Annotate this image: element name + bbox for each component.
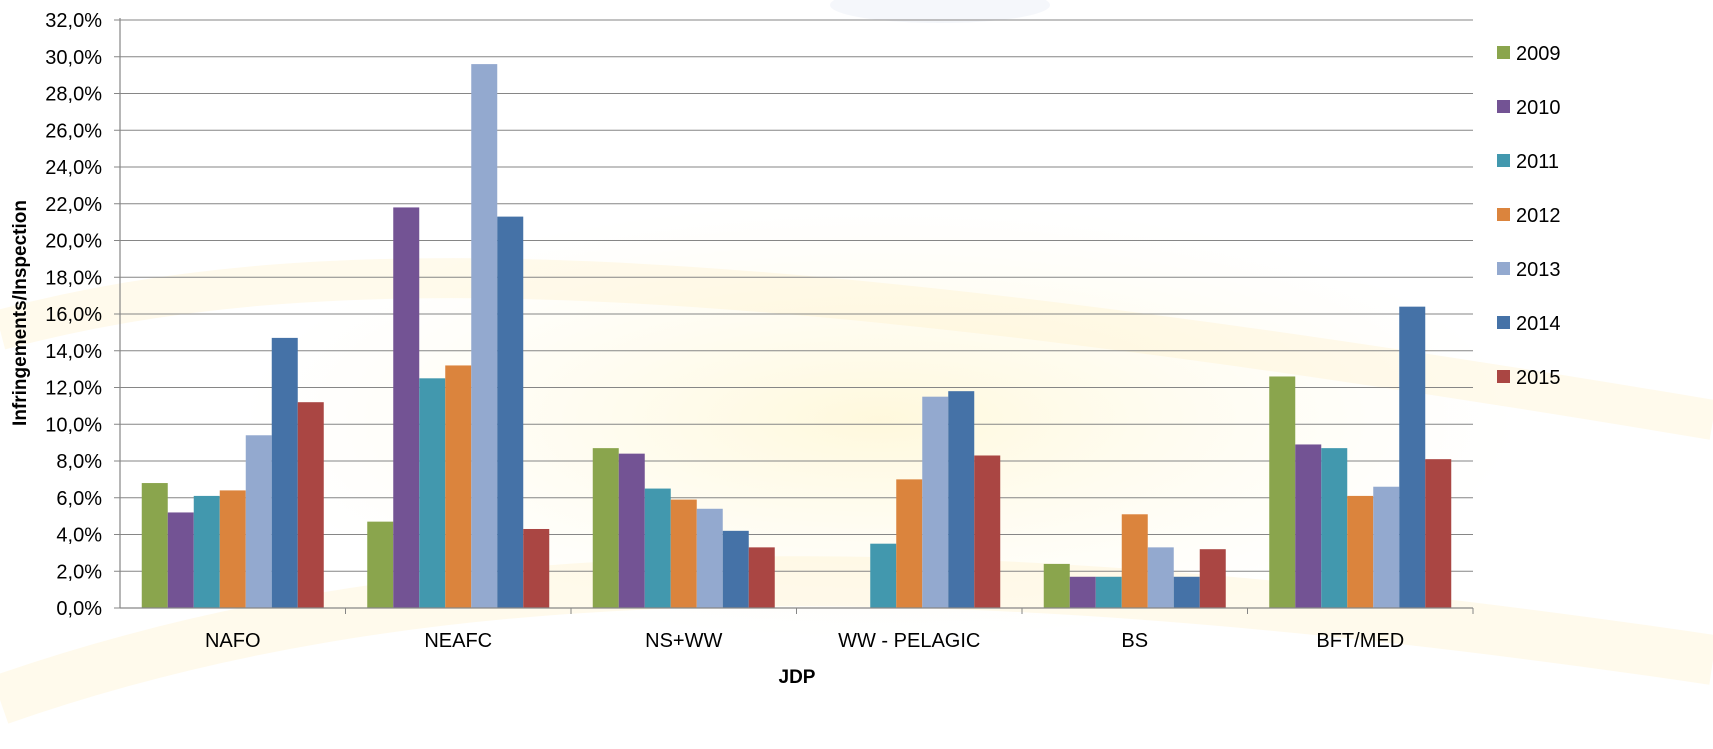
y-tick-label: 0,0%: [56, 598, 102, 620]
x-tick-label: BFT/MED: [1316, 630, 1404, 652]
bar: [896, 479, 923, 608]
bar: [1199, 549, 1226, 608]
x-tick-label: NEAFC: [424, 630, 492, 652]
bar: [748, 547, 775, 608]
y-tick-label: 16,0%: [45, 304, 102, 326]
bar: [367, 521, 394, 608]
bar: [419, 378, 446, 608]
legend: 2009 2010 2011 2012 2013 2014 2015: [1497, 43, 1561, 389]
x-tick-labels: NAFO NEAFC NS+WW WW - PELAGIC BS BFT/MED: [205, 608, 1474, 652]
y-tick-label: 2,0%: [56, 561, 102, 583]
legend-item: 2014: [1497, 313, 1561, 335]
x-tick-label: BS: [1121, 630, 1148, 652]
bar: [445, 365, 472, 608]
legend-label: 2009: [1516, 43, 1561, 65]
legend-item: 2015: [1497, 367, 1561, 389]
bar: [497, 216, 524, 609]
x-axis-title: JDP: [779, 667, 816, 688]
x-tick-label: WW - PELAGIC: [838, 630, 980, 652]
bar: [1347, 495, 1374, 608]
bar: [1269, 376, 1296, 608]
y-tick-label: 14,0%: [45, 341, 102, 363]
bar: [618, 453, 645, 608]
y-tick-label: 10,0%: [45, 414, 102, 436]
y-tick-label: 22,0%: [45, 194, 102, 216]
bar: [297, 402, 324, 608]
legend-swatch: [1497, 208, 1510, 221]
bar: [523, 528, 550, 608]
legend-label: 2015: [1516, 367, 1561, 389]
bar: [1095, 576, 1122, 608]
bar: [193, 495, 220, 608]
bar: [1373, 486, 1400, 608]
legend-label: 2012: [1516, 205, 1561, 227]
legend-label: 2014: [1516, 313, 1561, 335]
legend-swatch: [1497, 316, 1510, 329]
bar: [271, 337, 298, 608]
bar: [1147, 547, 1174, 608]
bar: [922, 396, 949, 608]
x-tick-label: NS+WW: [645, 630, 722, 652]
bar: [167, 512, 194, 608]
legend-item: 2010: [1497, 97, 1561, 119]
legend-swatch: [1497, 154, 1510, 167]
legend-label: 2011: [1516, 151, 1559, 173]
y-tick-label: 28,0%: [45, 84, 102, 106]
legend-item: 2011: [1497, 151, 1559, 173]
y-tick-label: 26,0%: [45, 120, 102, 142]
legend-label: 2013: [1516, 259, 1561, 281]
x-tick-label: NAFO: [205, 630, 261, 652]
bar: [592, 448, 619, 608]
bar: [722, 530, 749, 608]
y-tick-label: 8,0%: [56, 451, 102, 473]
bar: [974, 455, 1001, 608]
bar: [1425, 459, 1452, 608]
bar: [1121, 514, 1148, 608]
bar: [1295, 444, 1322, 608]
bar: [870, 543, 897, 608]
bar: [670, 499, 697, 608]
bar: [141, 483, 168, 608]
y-tick-label: 18,0%: [45, 267, 102, 289]
legend-swatch: [1497, 100, 1510, 113]
bar: [393, 207, 420, 609]
bar: [219, 490, 246, 608]
bar: [948, 391, 975, 608]
y-tick-label: 20,0%: [45, 231, 102, 253]
legend-item: 2013: [1497, 259, 1561, 281]
bars: [141, 64, 1452, 609]
bar: [1173, 576, 1200, 608]
bar: [471, 64, 498, 609]
grid-lines: [120, 19, 1473, 572]
legend-item: 2009: [1497, 43, 1561, 65]
y-tick-label: 6,0%: [56, 488, 102, 510]
y-tick-label: 12,0%: [45, 378, 102, 400]
bar: [644, 488, 671, 608]
legend-swatch: [1497, 262, 1510, 275]
bar: [245, 435, 272, 608]
bar: [1069, 576, 1096, 608]
legend-swatch: [1497, 46, 1510, 59]
bar: [1321, 448, 1348, 608]
legend-swatch: [1497, 370, 1510, 383]
y-tick-labels: 0,0% 2,0% 4,0% 6,0% 8,0% 10,0% 12,0% 14,0% 16,0%…: [45, 10, 120, 620]
y-tick-label: 32,0%: [45, 10, 102, 32]
bar: [1399, 306, 1426, 608]
legend-item: 2012: [1497, 205, 1561, 227]
y-tick-label: 24,0%: [45, 157, 102, 179]
legend-label: 2010: [1516, 97, 1561, 119]
y-tick-label: 4,0%: [56, 525, 102, 547]
bar: [696, 508, 723, 608]
bar: [1043, 563, 1070, 608]
y-axis-title: Infringements/Inspection: [10, 200, 31, 426]
y-tick-label: 30,0%: [45, 47, 102, 69]
